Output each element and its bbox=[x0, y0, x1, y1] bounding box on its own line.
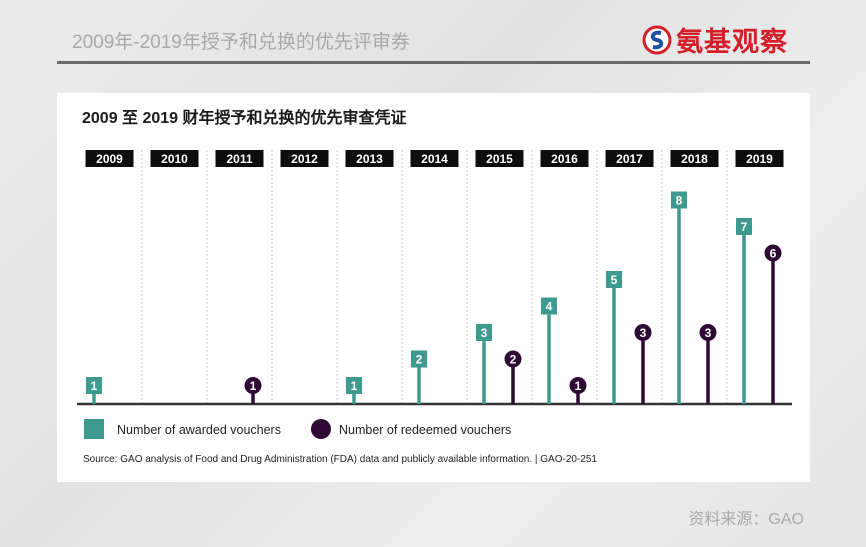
awarded-marker bbox=[411, 350, 427, 368]
year-label-2016: 2016 bbox=[551, 152, 578, 166]
redeemed-value-label: 6 bbox=[770, 247, 777, 261]
chart-title: 2009 至 2019 财年授予和兑换的优先审查凭证 bbox=[82, 110, 407, 127]
awarded-marker bbox=[346, 377, 362, 394]
footer-source: 资料来源：GAO bbox=[688, 511, 804, 528]
redeemed-value-label: 3 bbox=[640, 326, 647, 340]
year-label-2009: 2009 bbox=[96, 152, 123, 166]
awarded-value-label: 1 bbox=[91, 379, 98, 393]
redeemed-marker bbox=[699, 324, 717, 341]
redeemed-marker bbox=[504, 350, 522, 368]
awarded-marker bbox=[86, 377, 102, 394]
year-label-2019: 2019 bbox=[746, 152, 773, 166]
awarded-marker bbox=[736, 218, 752, 235]
redeemed-value-label: 1 bbox=[575, 379, 582, 393]
logo-icon bbox=[642, 25, 672, 54]
awarded-marker bbox=[476, 324, 492, 341]
redeemed-value-label: 1 bbox=[250, 379, 257, 393]
year-label-2014: 2014 bbox=[421, 152, 448, 166]
awarded-marker bbox=[541, 297, 557, 315]
year-label-box bbox=[280, 150, 329, 167]
year-label-box bbox=[540, 150, 589, 167]
logo-text: 氨基观察 bbox=[676, 27, 788, 57]
year-label-box bbox=[85, 150, 134, 167]
redeemed-marker bbox=[244, 377, 262, 394]
awarded-value-label: 3 bbox=[481, 326, 488, 340]
redeemed-marker bbox=[764, 244, 782, 262]
year-label-2012: 2012 bbox=[291, 152, 318, 166]
awarded-value-label: 1 bbox=[351, 379, 358, 393]
awarded-marker bbox=[606, 271, 622, 288]
year-label-2018: 2018 bbox=[681, 152, 708, 166]
logo: 氨基观察 bbox=[642, 20, 788, 59]
awarded-value-label: 4 bbox=[546, 300, 553, 314]
year-label-2010: 2010 bbox=[161, 152, 188, 166]
legend-awarded-label: Number of awarded vouchers bbox=[117, 423, 281, 437]
year-label-box bbox=[605, 150, 654, 167]
chart: 2009 2010 2011 2012 2013 2014 2015 2016 2017 2018… bbox=[77, 150, 792, 465]
header-divider bbox=[57, 61, 810, 64]
legend-redeemed-label: Number of redeemed vouchers bbox=[339, 423, 511, 437]
year-label-2013: 2013 bbox=[356, 152, 383, 166]
legend-redeemed-swatch bbox=[311, 419, 331, 439]
year-label-box bbox=[670, 150, 719, 167]
chart-panel: 2009 至 2019 财年授予和兑换的优先审查凭证 2009 2010 2011 2… bbox=[57, 93, 810, 482]
year-label-box bbox=[475, 150, 524, 167]
year-label-box bbox=[215, 150, 264, 167]
year-label-box bbox=[735, 150, 784, 167]
redeemed-marker bbox=[634, 324, 652, 341]
year-label-box bbox=[345, 150, 394, 167]
awarded-value-label: 5 bbox=[611, 273, 618, 287]
year-label-2011: 2011 bbox=[226, 152, 252, 166]
year-label-2015: 2015 bbox=[486, 152, 513, 166]
year-label-box bbox=[150, 150, 199, 167]
awarded-value-label: 2 bbox=[416, 353, 423, 367]
redeemed-value-label: 3 bbox=[705, 326, 712, 340]
awarded-value-label: 7 bbox=[741, 220, 748, 234]
year-label-2017: 2017 bbox=[616, 152, 643, 166]
redeemed-value-label: 2 bbox=[510, 353, 517, 367]
year-label-box bbox=[410, 150, 459, 167]
redeemed-marker bbox=[569, 377, 587, 394]
header-title: 2009年-2019年授予和兑换的优先评审券 bbox=[72, 32, 410, 53]
source-note: Source: GAO analysis of Food and Drug Ad… bbox=[83, 454, 597, 465]
awarded-value-label: 8 bbox=[676, 194, 683, 208]
awarded-marker bbox=[671, 191, 687, 209]
legend-awarded-swatch bbox=[84, 419, 104, 439]
